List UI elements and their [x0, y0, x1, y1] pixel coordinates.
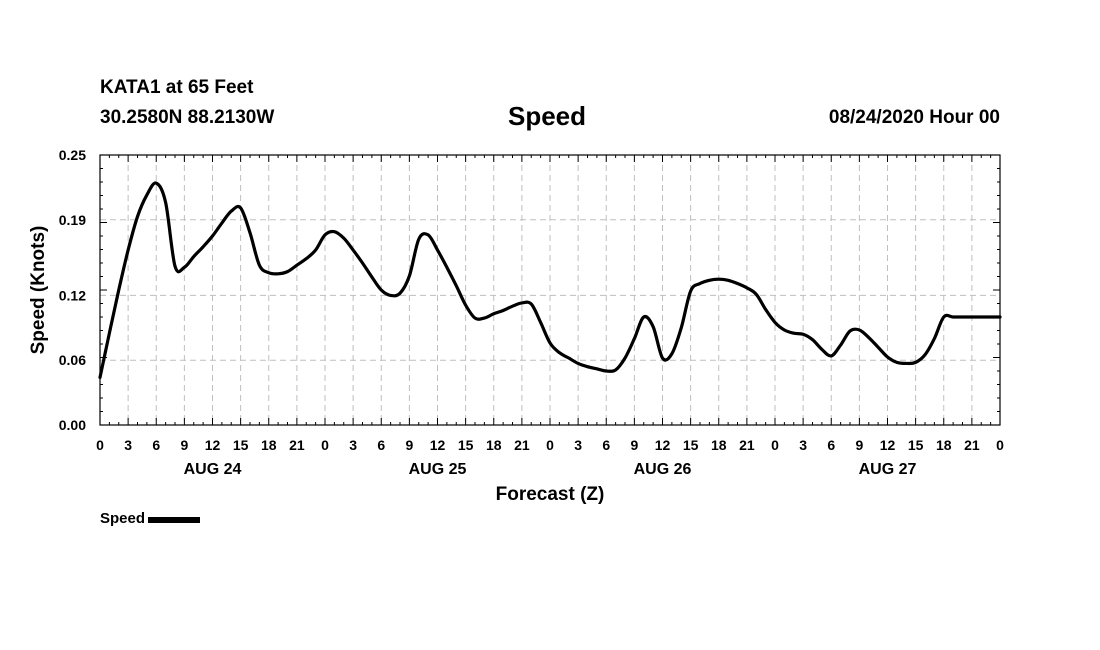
x-tick-label: 6	[377, 437, 385, 453]
x-tick-label: 18	[486, 437, 502, 453]
y-tick-label: 0.19	[59, 212, 86, 228]
x-tick-label: 0	[96, 437, 104, 453]
x-tick-label: 3	[349, 437, 357, 453]
x-tick-label: 6	[602, 437, 610, 453]
series-line-speed	[98, 181, 1002, 380]
x-tick-label: 12	[430, 437, 446, 453]
station-label: KATA1 at 65 Feet	[100, 77, 254, 98]
legend-label: Speed	[100, 510, 146, 527]
x-tick-label: 0	[771, 437, 779, 453]
y-tick-label: 0.25	[59, 147, 86, 163]
x-tick-label: 3	[574, 437, 582, 453]
day-label: AUG 24	[184, 461, 242, 478]
x-tick-label: 3	[799, 437, 807, 453]
x-tick-label: 18	[711, 437, 727, 453]
legend-swatch	[148, 517, 201, 523]
x-tick-label: 9	[405, 437, 413, 453]
x-tick-label: 15	[233, 437, 249, 453]
x-tick-label: 9	[855, 437, 863, 453]
coordinates-label: 30.2580N 88.2130W	[100, 107, 275, 128]
x-tick-label: 21	[739, 437, 755, 453]
x-tick-label: 6	[827, 437, 835, 453]
x-tick-label: 18	[261, 437, 277, 453]
x-axis-title: Forecast (Z)	[496, 484, 605, 505]
x-tick-label: 9	[180, 437, 188, 453]
x-tick-label: 21	[964, 437, 980, 453]
y-tick-label: 0.12	[59, 287, 86, 303]
x-tick-label: 18	[936, 437, 952, 453]
day-label: AUG 25	[409, 461, 467, 478]
x-tick-label: 21	[289, 437, 305, 453]
x-tick-label: 12	[655, 437, 671, 453]
day-label: AUG 26	[634, 461, 692, 478]
day-label: AUG 27	[859, 461, 917, 478]
x-tick-label: 0	[321, 437, 329, 453]
x-tick-label: 0	[546, 437, 554, 453]
x-tick-label: 15	[908, 437, 924, 453]
y-axis-title: Speed (Knots)	[28, 226, 49, 355]
x-tick-label: 12	[880, 437, 896, 453]
x-tick-label: 12	[205, 437, 221, 453]
y-tick-label: 0.00	[59, 417, 86, 433]
x-tick-label: 0	[996, 437, 1004, 453]
y-tick-label: 0.06	[59, 352, 86, 368]
x-tick-label: 6	[152, 437, 160, 453]
x-tick-label: 15	[683, 437, 699, 453]
chart-title: Speed	[508, 101, 587, 131]
x-tick-label: 3	[124, 437, 132, 453]
x-tick-label: 15	[458, 437, 474, 453]
legend: Speed	[100, 510, 201, 527]
x-tick-label: 21	[514, 437, 530, 453]
forecast-datetime: 08/24/2020 Hour 00	[828, 107, 1000, 128]
x-tick-label: 9	[630, 437, 638, 453]
